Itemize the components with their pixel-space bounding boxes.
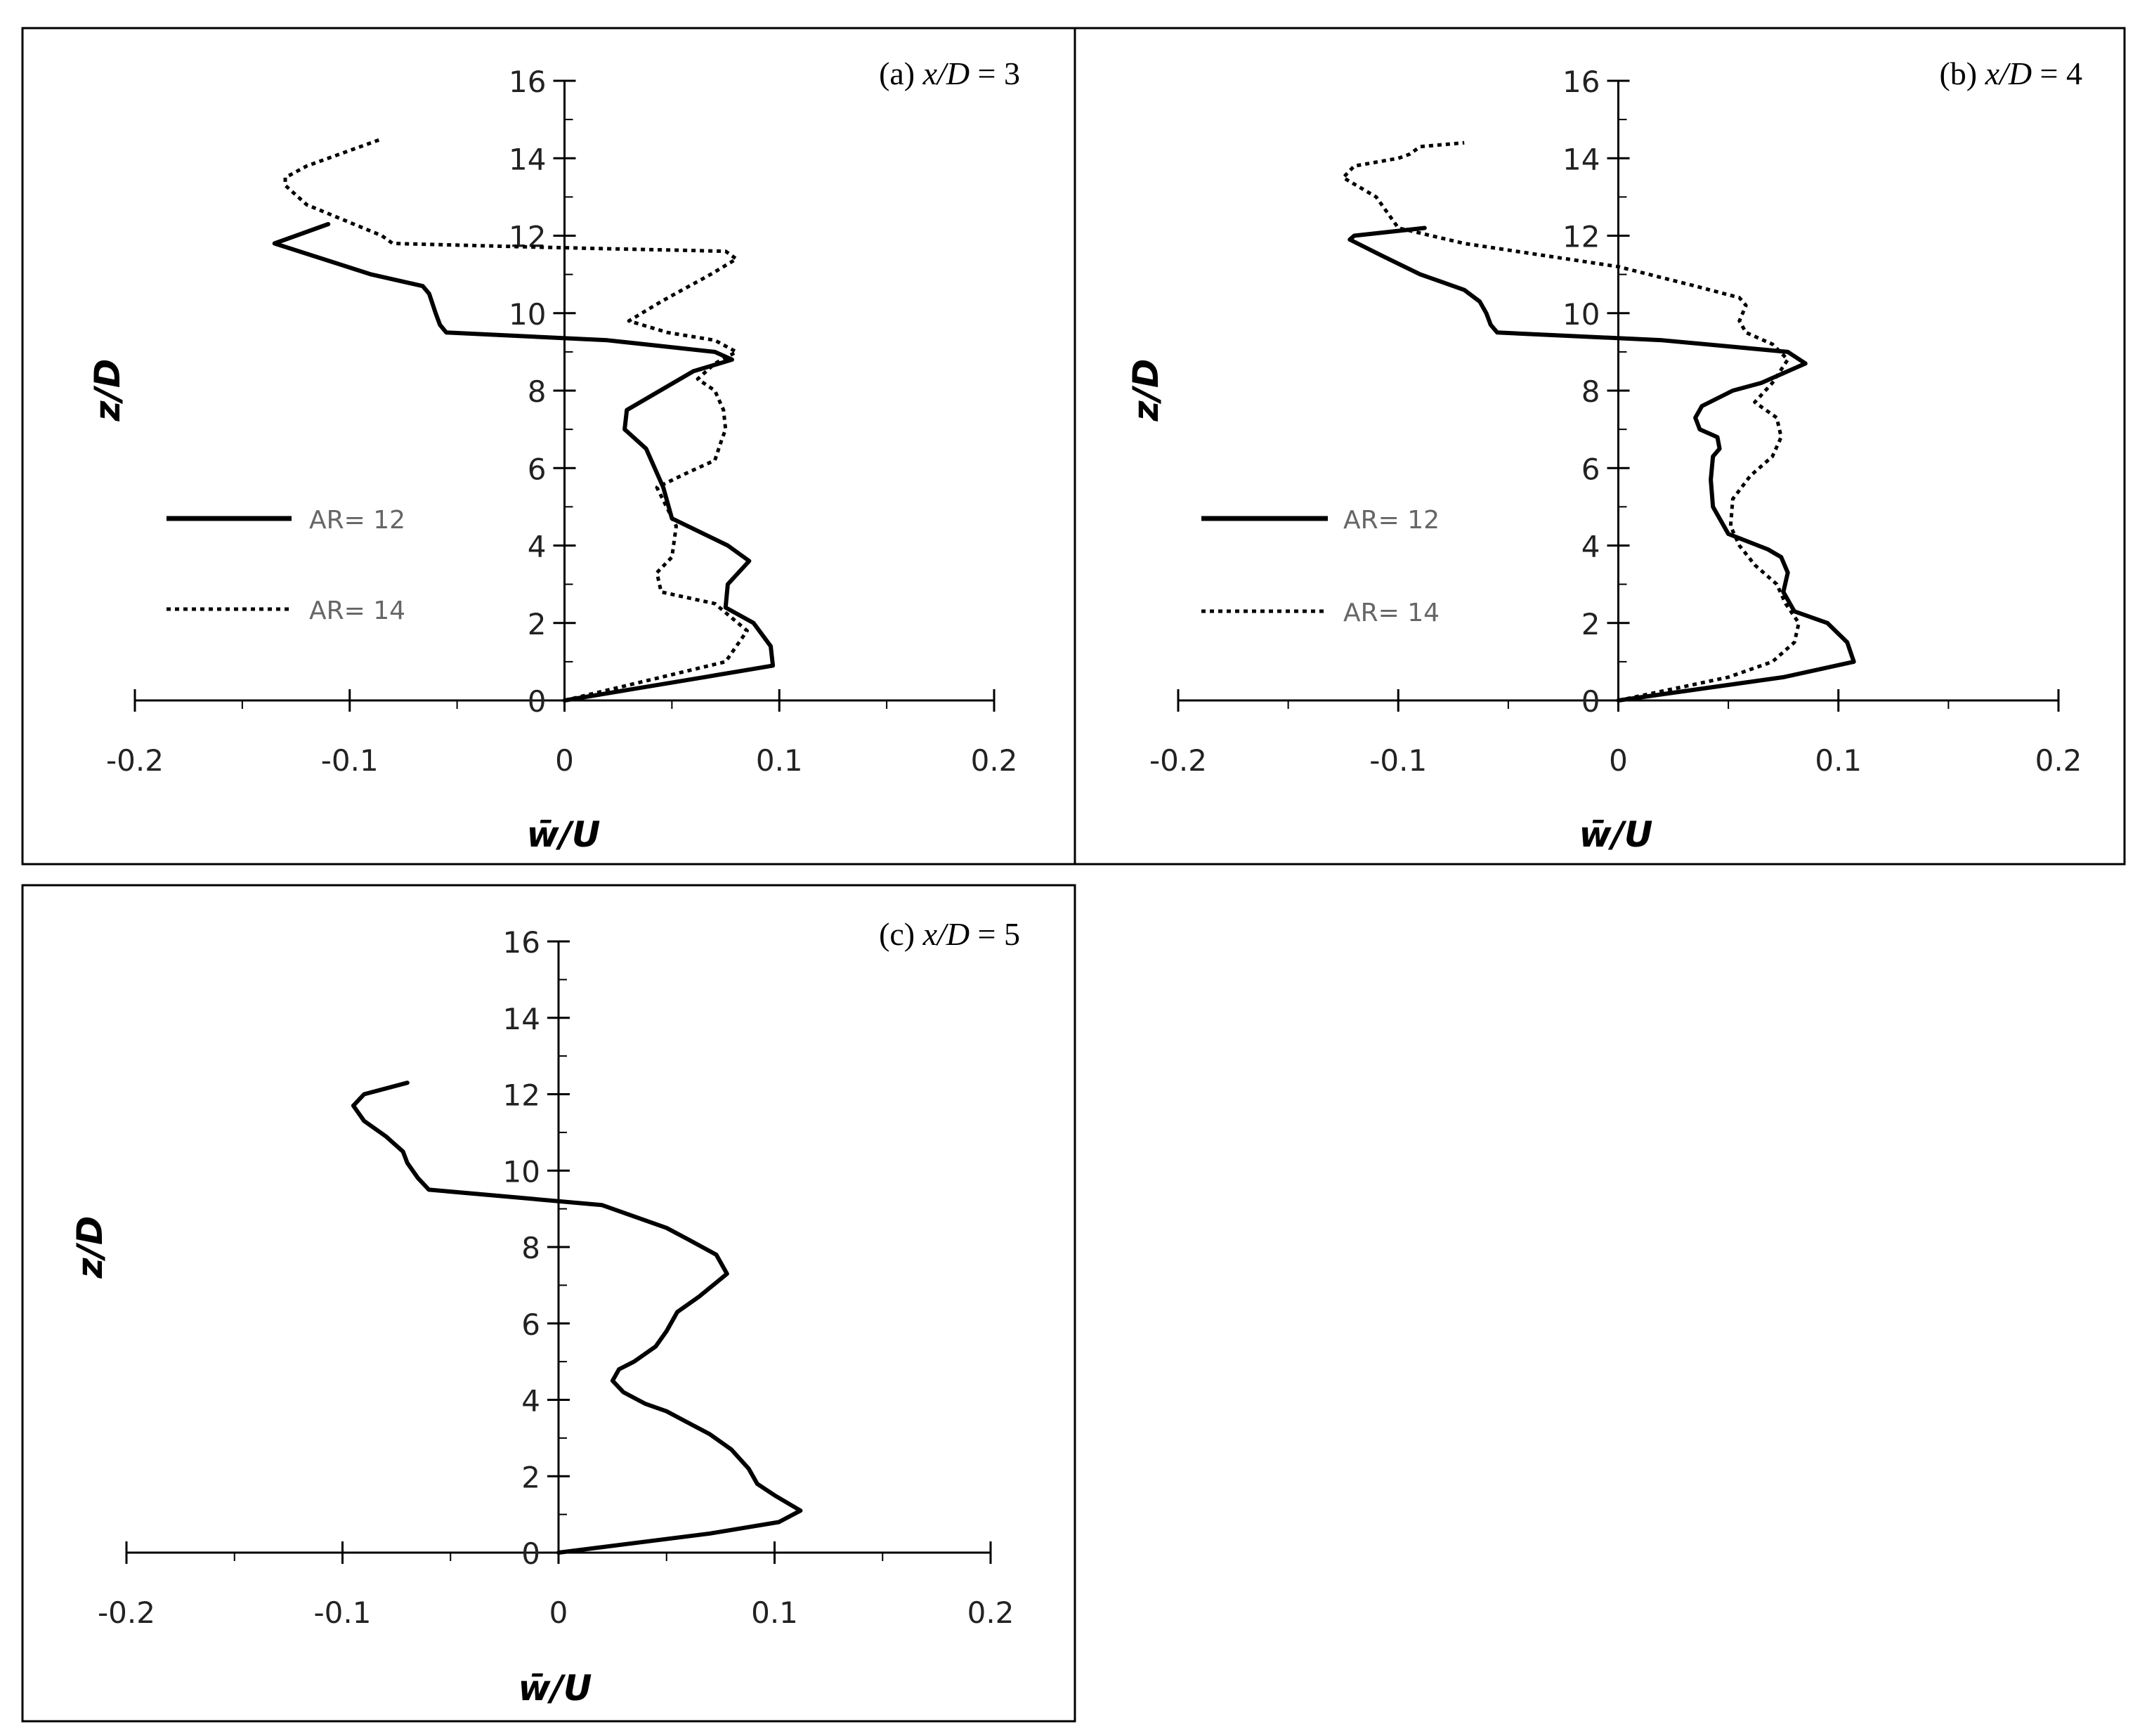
y-tick-label: 4 xyxy=(1581,530,1600,564)
legend-label-ar14: AR= 14 xyxy=(1343,599,1440,627)
x-tick-label: 0.2 xyxy=(2035,743,2082,778)
x-tick-label: 0.2 xyxy=(967,1595,1014,1630)
y-tick-label: 8 xyxy=(1581,374,1600,409)
y-tick-label: 16 xyxy=(1562,65,1600,99)
panel-b-label: (b) x/D = 4 xyxy=(1939,56,2082,91)
legend-label-ar12: AR= 12 xyxy=(309,506,405,535)
y-tick-label: 16 xyxy=(509,65,546,99)
x-tick-label: -0.2 xyxy=(98,1595,155,1630)
panel-b: (b) x/D = 4 w̄/U z/D -0.2 -0.1 0 0.1 0.2 0 2 4 6… xyxy=(1074,27,2126,866)
y-tick-label: 6 xyxy=(1581,452,1600,486)
x-tick-label: 0 xyxy=(1609,743,1628,778)
x-tick-label: -0.2 xyxy=(106,743,164,778)
x-tick-label: 0 xyxy=(555,743,574,778)
series-line-solid xyxy=(351,1081,803,1555)
panel-c-frame xyxy=(21,884,1076,1723)
series-line-dotted xyxy=(1341,141,1801,703)
series-line-solid xyxy=(1347,226,1856,703)
y-tick-label: 4 xyxy=(528,530,547,564)
legend-label-ar14: AR= 14 xyxy=(309,596,405,625)
series-line-solid xyxy=(272,222,776,703)
panel-c-label: (c) x/D = 5 xyxy=(879,916,1020,952)
x-tick-label: -0.2 xyxy=(1149,743,1207,778)
panel-b-xlabel: w̄/U xyxy=(1579,814,1652,855)
y-tick-label: 12 xyxy=(1562,220,1600,254)
y-tick-label: 10 xyxy=(509,297,546,332)
panel-c-ylabel: z/D xyxy=(70,1216,110,1279)
legend-label-ar12: AR= 12 xyxy=(1343,506,1440,535)
y-tick-label: 2 xyxy=(528,607,547,641)
panel-b-legend: AR= 12 AR= 14 xyxy=(1201,506,1440,627)
y-tick-label: 0 xyxy=(1581,684,1600,719)
y-tick-label: 0 xyxy=(528,684,547,719)
panel-c: (c) x/D = 5 w̄/U z/D -0.2 -0.1 0 0.1 0.2 0 2 4 6… xyxy=(21,884,1076,1723)
x-tick-label: -0.1 xyxy=(1369,743,1427,778)
y-tick-label: 14 xyxy=(1562,142,1600,176)
y-tick-label: 8 xyxy=(528,374,547,409)
panel-a-ylabel: z/D xyxy=(87,359,128,422)
panel-a-xlabel: w̄/U xyxy=(526,814,600,855)
x-tick-label: -0.1 xyxy=(321,743,379,778)
x-tick-label: -0.1 xyxy=(314,1595,372,1630)
panel-a-label: (a) x/D = 3 xyxy=(879,56,1020,91)
y-tick-label: 10 xyxy=(503,1154,540,1189)
y-tick-label: 14 xyxy=(509,142,546,176)
y-tick-label: 2 xyxy=(1581,607,1600,641)
panel-b-ylabel: z/D xyxy=(1125,359,1166,422)
y-tick-label: 12 xyxy=(503,1078,540,1113)
x-tick-label: 0 xyxy=(549,1595,568,1630)
y-tick-label: 6 xyxy=(521,1307,540,1342)
y-tick-label: 10 xyxy=(1562,297,1600,332)
x-tick-label: 0.1 xyxy=(756,743,803,778)
panel-a-legend: AR= 12 AR= 14 xyxy=(167,506,405,625)
y-tick-label: 6 xyxy=(528,452,547,486)
y-tick-label: 2 xyxy=(521,1460,540,1494)
x-tick-label: 0.2 xyxy=(971,743,1018,778)
x-tick-label: 0.1 xyxy=(751,1595,798,1630)
y-tick-label: 8 xyxy=(521,1231,540,1265)
y-tick-label: 14 xyxy=(503,1002,540,1036)
panel-a: (a) x/D = 3 w̄/U z/D -0.2 -0.1 0 0.1 0.2 0 2 4 6… xyxy=(21,27,1076,866)
y-tick-label: 4 xyxy=(521,1384,540,1418)
x-tick-label: 0.1 xyxy=(1815,743,1862,778)
panel-c-xlabel: w̄/U xyxy=(518,1668,592,1709)
panel-b-frame xyxy=(1074,27,2126,866)
y-tick-label: 0 xyxy=(521,1536,540,1571)
y-tick-label: 16 xyxy=(503,925,540,960)
